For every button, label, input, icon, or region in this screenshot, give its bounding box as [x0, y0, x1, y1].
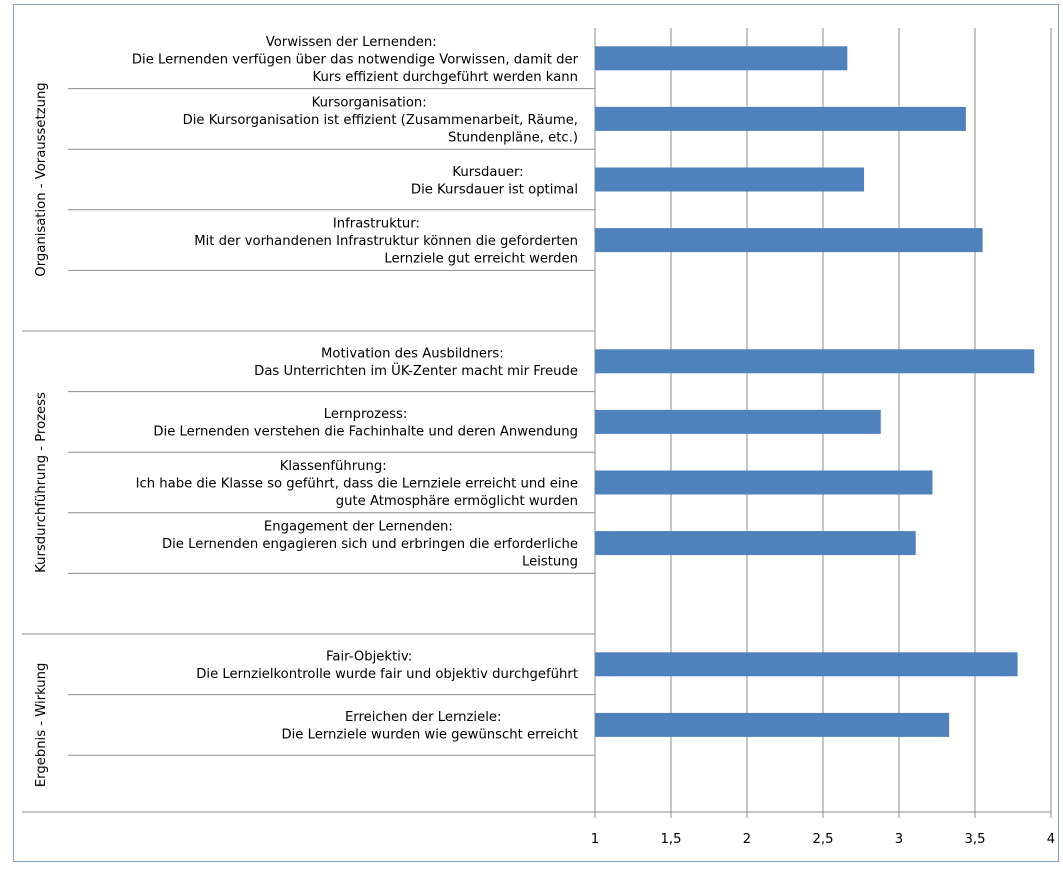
category-description: Die Lernzielkontrolle wurde fair und obj…: [196, 667, 578, 682]
bar: [595, 652, 1018, 677]
bar: [595, 470, 933, 495]
category-description: gute Atmosphäre ermöglicht wurden: [336, 494, 578, 509]
x-tick-label: 1,5: [661, 832, 682, 847]
bar: [595, 46, 848, 71]
category-description: Stundenpläne, etc.): [448, 130, 578, 145]
category-title: Klassenführung:: [280, 459, 387, 474]
x-tick-label: 3: [895, 832, 903, 847]
category-description: Mit der vorhandenen Infrastruktur können…: [194, 234, 578, 249]
category-description: Ich habe die Klasse so geführt, dass die…: [136, 477, 578, 492]
group-label: Organisation - Voraussetzung: [34, 82, 49, 276]
bar: [595, 349, 1035, 374]
group-label: Kursdurchführung - Prozess: [34, 392, 49, 573]
category-description: Kurs effizient durchgeführt werden kann: [312, 70, 578, 85]
category-title: Fair-Objektiv:: [326, 650, 412, 665]
bar: [595, 531, 916, 556]
labels-layer: 1 1,5 2 2,5 3 3,5 4 Vorwissen der Lernenden: Die…: [34, 35, 1055, 847]
group-label: Ergebnis - Wirkung: [34, 663, 49, 788]
x-tick-label: 2,5: [813, 832, 834, 847]
category-description: Die Lernenden engagieren sich und erbrin…: [162, 537, 578, 552]
bar: [595, 167, 865, 192]
bar: [595, 106, 966, 131]
category-title: Kursdauer:: [452, 165, 523, 180]
x-tick-label: 3,5: [965, 832, 986, 847]
category-description: Leistung: [522, 555, 578, 570]
bar: [595, 712, 950, 737]
x-tick-label: 4: [1047, 832, 1055, 847]
category-title: Erreichen der Lernziele:: [345, 710, 502, 725]
category-description: Das Unterrichten im ÜK-Zenter macht mir …: [254, 361, 578, 379]
axes-layer: [22, 28, 1052, 818]
x-tick-label: 1: [591, 832, 599, 847]
category-description: Die Kursdauer ist optimal: [411, 182, 578, 197]
category-title: Infrastruktur:: [333, 217, 420, 232]
category-title: Lernprozess:: [324, 407, 408, 422]
bar: [595, 228, 983, 253]
category-description: Lernziele gut erreicht werden: [384, 252, 578, 267]
category-description: Die Kursorganisation ist effizient (Zusa…: [183, 113, 578, 128]
category-title: Kursorganisation:: [312, 95, 427, 110]
category-description: Die Lernziele wurden wie gewünscht errei…: [281, 728, 578, 743]
x-tick-label: 2: [743, 832, 751, 847]
bars-layer: [595, 46, 1035, 737]
category-title: Engagement der Lernenden:: [264, 520, 453, 535]
category-title: Motivation des Ausbildners:: [321, 347, 504, 362]
category-description: Die Lernenden verfügen über das notwendi…: [132, 52, 579, 67]
category-title: Vorwissen der Lernenden:: [266, 35, 437, 50]
category-description: Die Lernenden verstehen die Fachinhalte …: [153, 425, 578, 440]
bar: [595, 409, 881, 434]
